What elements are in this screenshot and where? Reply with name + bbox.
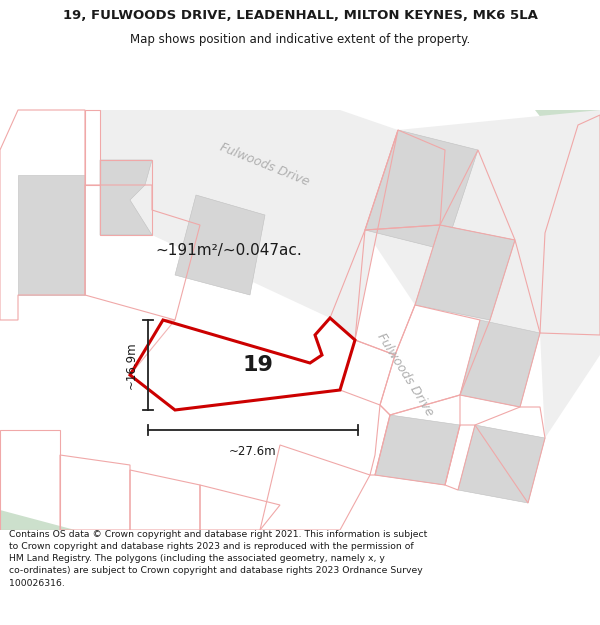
Polygon shape — [460, 320, 540, 407]
Text: ~16.9m: ~16.9m — [125, 341, 138, 389]
Polygon shape — [365, 130, 478, 250]
Text: ~27.6m: ~27.6m — [229, 445, 277, 458]
Text: 19, FULWOODS DRIVE, LEADENHALL, MILTON KEYNES, MK6 5LA: 19, FULWOODS DRIVE, LEADENHALL, MILTON K… — [62, 9, 538, 22]
Polygon shape — [130, 318, 355, 410]
Text: Fulwoods Drive: Fulwoods Drive — [374, 331, 436, 419]
Polygon shape — [18, 175, 85, 295]
Text: Map shows position and indicative extent of the property.: Map shows position and indicative extent… — [130, 33, 470, 46]
Polygon shape — [0, 510, 110, 530]
Text: Contains OS data © Crown copyright and database right 2021. This information is : Contains OS data © Crown copyright and d… — [9, 530, 427, 588]
Polygon shape — [100, 160, 152, 235]
Polygon shape — [535, 110, 600, 175]
Text: Fulwoods Drive: Fulwoods Drive — [218, 141, 311, 189]
Text: 19: 19 — [242, 355, 274, 375]
Polygon shape — [365, 110, 600, 438]
Polygon shape — [375, 415, 460, 485]
Polygon shape — [100, 110, 398, 340]
Polygon shape — [458, 425, 545, 503]
Text: ~191m²/~0.047ac.: ~191m²/~0.047ac. — [155, 242, 302, 258]
Polygon shape — [175, 195, 265, 295]
Polygon shape — [415, 225, 515, 320]
